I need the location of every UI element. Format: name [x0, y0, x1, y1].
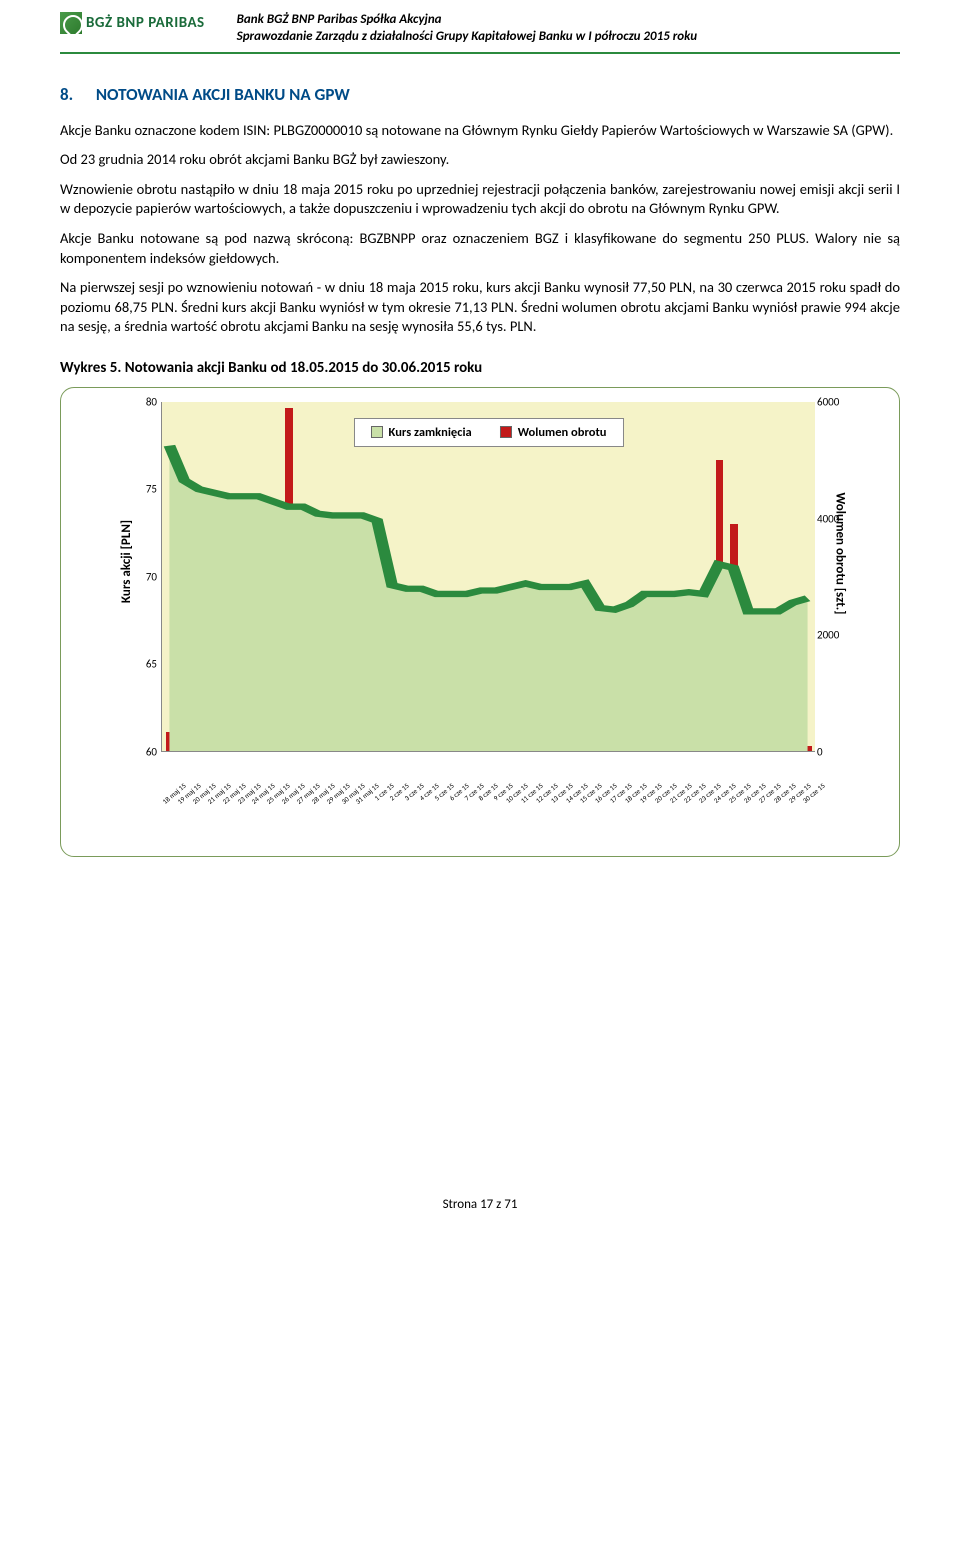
page-number: Strona 17 z 71	[443, 1197, 518, 1212]
y-left-axis-label: Kurs akcji [PLN]	[119, 520, 134, 603]
paragraph-4: Akcje Banku notowane są pod nazwą skróco…	[60, 229, 900, 268]
y-left-tick: 60	[133, 745, 157, 758]
legend-label-price: Kurs zamknięcia	[388, 425, 471, 440]
y-left-tick: 75	[133, 483, 157, 496]
content: 8. NOTOWANIA AKCJI BANKU NA GPW Akcje Ba…	[0, 54, 960, 857]
y-right-tick: 2000	[817, 629, 847, 642]
chart-title: Wykres 5. Notowania akcji Banku od 18.05…	[60, 359, 900, 377]
chart-area: Kurs zamknięcia Wolumen obrotu Kurs akcj…	[133, 402, 843, 782]
y-left-tick: 80	[133, 395, 157, 408]
y-right-tick: 0	[817, 745, 847, 758]
legend-item-volume: Wolumen obrotu	[500, 425, 607, 440]
legend-item-price: Kurs zamknięcia	[370, 425, 471, 440]
legend-swatch-price	[370, 426, 382, 438]
y-right-tick: 4000	[817, 512, 847, 525]
page-footer: Strona 17 z 71	[0, 857, 960, 1242]
y-left-tick: 70	[133, 570, 157, 583]
legend-swatch-volume	[500, 426, 512, 438]
paragraph-3: Wznowienie obrotu nastąpiło w dniu 18 ma…	[60, 180, 900, 219]
paragraph-2: Od 23 grudnia 2014 roku obrót akcjami Ba…	[60, 150, 900, 170]
chart-frame: Kurs zamknięcia Wolumen obrotu Kurs akcj…	[60, 387, 900, 857]
chart-legend: Kurs zamknięcia Wolumen obrotu	[353, 418, 623, 447]
logo: BGŻ BNP PARIBAS	[60, 12, 205, 34]
y-right-tick: 6000	[817, 395, 847, 408]
section-heading: NOTOWANIA AKCJI BANKU NA GPW	[96, 84, 350, 105]
paragraph-1: Akcje Banku oznaczone kodem ISIN: PLBGZ0…	[60, 121, 900, 141]
plot-background: Kurs zamknięcia Wolumen obrotu	[161, 402, 815, 752]
x-axis-labels: 18 maj 1519 maj 1520 maj 1521 maj 1522 m…	[161, 754, 815, 790]
header-titles: Bank BGŻ BNP Paribas Spółka Akcyjna Spra…	[217, 12, 900, 46]
paragraph-5: Na pierwszej sesji po wznowieniu notowań…	[60, 278, 900, 337]
logo-icon	[60, 12, 82, 34]
price-area	[169, 445, 807, 750]
section-title: 8. NOTOWANIA AKCJI BANKU NA GPW	[60, 84, 900, 105]
header-line1: Bank BGŻ BNP Paribas Spółka Akcyjna	[237, 12, 900, 29]
legend-label-volume: Wolumen obrotu	[518, 425, 607, 440]
y-left-tick: 65	[133, 658, 157, 671]
section-number: 8.	[60, 84, 92, 105]
chart-svg	[162, 402, 815, 751]
page-header: BGŻ BNP PARIBAS Bank BGŻ BNP Paribas Spó…	[0, 0, 960, 50]
logo-text: BGŻ BNP PARIBAS	[86, 14, 205, 32]
header-line2: Sprawozdanie Zarządu z działalności Grup…	[237, 29, 900, 46]
